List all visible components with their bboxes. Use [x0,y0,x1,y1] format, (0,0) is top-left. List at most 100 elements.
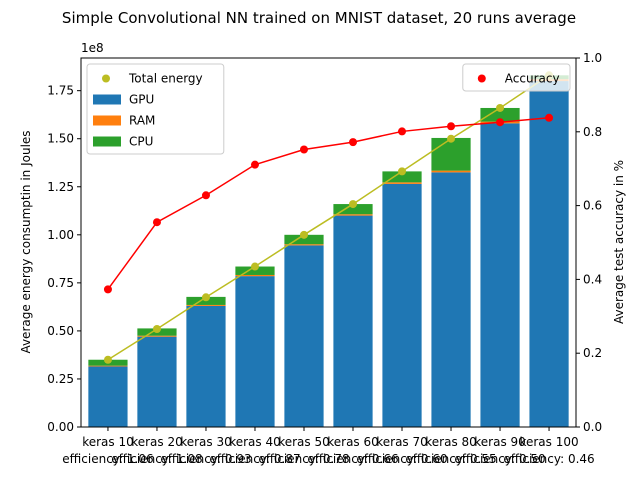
y-left-tick-label: 0.50 [47,324,74,338]
x-tick-sublabel: efficiency: 1.06 [62,452,153,466]
x-tick-sublabel: efficiency: 0.55 [405,452,496,466]
y-axis-right-label: Average test accuracy in % [612,160,626,324]
x-tick-label: keras 60 [327,435,379,449]
legend-right: Accuracy [462,63,571,92]
bar-cpu [382,171,422,183]
legend-label: CPU [129,135,153,149]
plot-frame [80,57,577,428]
legend-swatch [93,115,121,126]
accuracy-point [349,138,358,147]
y-axis-left-label: Average energy consumptin in Joules [19,130,33,353]
y-left-tick-label: 1.25 [47,180,74,194]
legend-box [462,63,571,92]
bar-ram [333,214,373,216]
total-energy-point [250,262,259,271]
legend-box [86,63,225,155]
legend-label: Accuracy [505,72,560,86]
bar-gpu [284,245,324,427]
x-tick-sublabel: efficiency: 0.93 [160,452,251,466]
total-energy-point [103,355,112,364]
legends: Total energy GPU RAM CPU Accuracy [86,63,571,155]
legend-label: RAM [129,114,155,128]
legend-left: Total energy GPU RAM CPU [86,63,225,155]
total-energy-point [447,134,456,143]
x-tick-sublabel: efficiency: 0.60 [356,452,447,466]
accuracy-point [447,122,456,131]
y-right-tick-label: 0.4 [583,272,602,286]
legend-label: GPU [129,93,154,107]
x-tick-label: keras 40 [229,435,281,449]
y-left-tick-label: 1.00 [47,228,74,242]
accuracy-point [545,113,554,122]
y-right-tick-label: 0.0 [583,420,602,434]
y-right-tick-label: 0.8 [583,125,602,139]
x-tick-label: keras 10 [82,435,134,449]
chart-title: Simple Convolutional NN trained on MNIST… [62,9,576,27]
bar-gpu [382,183,422,427]
bar-gpu [186,305,226,427]
total-energy-point [398,167,407,176]
total-energy-line [107,74,550,361]
bar-gpu [137,336,177,427]
bar-ram [235,274,275,277]
x-tick-sublabel: efficiency: 0.46 [503,452,594,466]
x-tick-label: keras 30 [180,435,232,449]
y-left-tick-label: 1.50 [47,132,74,146]
y-left-tick-label: 0.00 [47,420,74,434]
bar-cpu [333,204,373,215]
accuracy-point [496,118,505,127]
x-tick-label: keras 90 [474,435,526,449]
accuracy-point [201,191,210,200]
bar-ram [382,182,422,184]
total-energy-point [299,230,308,239]
bar-ram [431,170,471,173]
x-tick-sublabel: efficiency: 0.50 [454,452,545,466]
y-left-tick-label: 0.25 [47,372,74,386]
x-tick-sublabel: efficiency: 1.08 [111,452,202,466]
accuracy-point [299,145,308,154]
accuracy-point [103,285,112,294]
accuracy-point [250,160,259,169]
x-tick-sublabel: efficiency: 0.66 [307,452,398,466]
x-tick-label: keras 50 [278,435,330,449]
x-tick-label: keras 100 [519,435,578,449]
y-right-tick-label: 1.0 [583,51,602,65]
accuracy-point [152,218,161,227]
x-tick-label: keras 80 [425,435,477,449]
legend-swatch [93,94,121,105]
bar-gpu [235,276,275,427]
bar-gpu [88,366,128,427]
total-energy-point [201,293,210,302]
bar-gpu [480,123,520,427]
total-energy-point [496,103,505,112]
accuracy-point [398,127,407,136]
x-tick-sublabel: efficiency: 0.87 [209,452,300,466]
bar-ram [137,335,177,337]
y-right-tick-label: 0.6 [583,199,602,213]
bar-gpu [431,172,471,427]
legend-swatch [93,136,121,147]
bar-cpu [235,266,275,275]
legend-marker [102,74,110,83]
legend-label: Total energy [128,72,203,86]
bar-cpu [431,137,471,171]
x-tick-sublabel: efficiency: 0.78 [258,452,349,466]
bar-gpu [529,81,569,427]
bar-cpu [284,234,324,245]
bar-ram [284,244,324,246]
x-tick-label: keras 20 [131,435,183,449]
total-energy-point [349,200,358,209]
total-energy-point [152,324,161,333]
bar-ram [88,365,128,367]
bar-cpu [480,107,520,122]
x-tick-label: keras 70 [376,435,428,449]
y-axis-left-multiplier: 1e8 [81,41,104,55]
y-left-tick-label: 1.75 [47,84,74,98]
plot-area: 0.00 0.25 0.50 0.75 1.00 1.25 1.50 1.75 0.0 0.2 0.… [47,51,602,466]
legend-marker [477,74,486,83]
bar-gpu [333,215,373,427]
accuracy-line [107,117,550,290]
y-left-tick-label: 0.75 [47,276,74,290]
bar-ram [186,304,226,306]
